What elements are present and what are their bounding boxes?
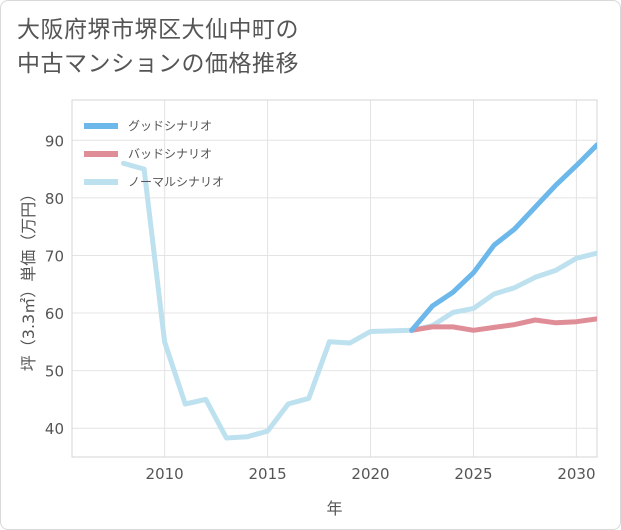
y-tick-label-50: 50 xyxy=(45,363,64,381)
y-tick-label-40: 40 xyxy=(45,420,64,438)
series-line-2 xyxy=(121,160,597,441)
series-line-1 xyxy=(409,316,597,333)
x-tick-label-2020: 2020 xyxy=(351,465,389,483)
series-line-0 xyxy=(409,142,597,333)
chart-title-line-2: 中古マンションの価格推移 xyxy=(17,51,299,77)
legend-label-1: バッドシナリオ xyxy=(128,147,212,161)
plot-frame xyxy=(71,99,598,458)
chart-title-line-1: 大阪府堺市堺区大仙中町の xyxy=(17,17,299,43)
legend-label-2: ノーマルシナリオ xyxy=(128,175,224,189)
y-tick-label-90: 90 xyxy=(45,132,64,150)
y-tick-label-60: 60 xyxy=(45,305,64,323)
x-tick-label-2025: 2025 xyxy=(454,465,492,483)
legend-label-0: グッドシナリオ xyxy=(128,119,212,133)
x-axis-label: 年 xyxy=(326,499,342,518)
y-axis-label: 坪（3.3㎡）単価（万円） xyxy=(19,186,38,371)
x-tick-label-2030: 2030 xyxy=(557,465,595,483)
y-tick-label-80: 80 xyxy=(45,190,64,208)
chart-title: 大阪府堺市堺区大仙中町の 中古マンションの価格推移 xyxy=(17,13,597,81)
x-tick-label-2015: 2015 xyxy=(248,465,286,483)
y-tick-label-70: 70 xyxy=(45,247,64,265)
x-tick-label-2010: 2010 xyxy=(146,465,184,483)
